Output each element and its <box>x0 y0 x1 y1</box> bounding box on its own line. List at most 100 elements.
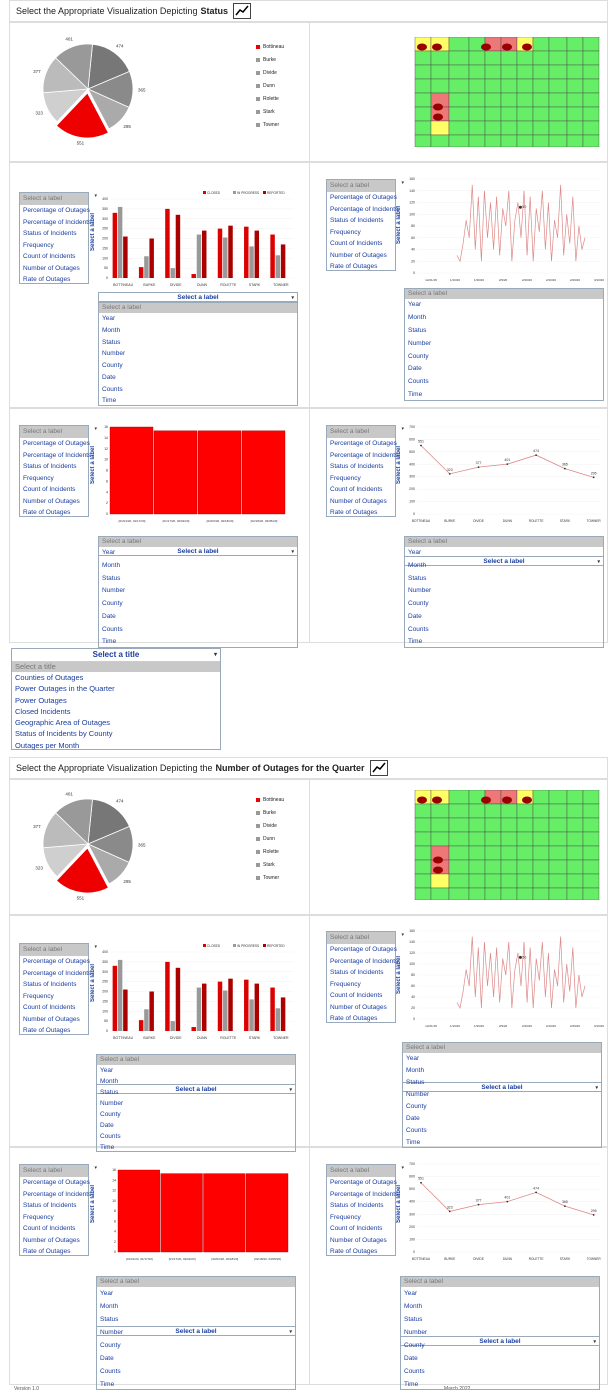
bar[interactable] <box>217 981 223 1031</box>
histogram-chart[interactable]: 16 14 12 10 8 6 4 2 0 [01/01/20, 01/17/20] [01/17/… <box>108 1166 293 1264</box>
bar[interactable] <box>275 255 281 278</box>
county-region[interactable] <box>566 831 584 847</box>
county-region[interactable] <box>566 78 584 94</box>
outage-marker[interactable] <box>432 43 442 51</box>
label-list-placeholder[interactable]: Select a label <box>327 932 395 944</box>
axis-list-item[interactable]: Status <box>404 1316 423 1323</box>
county-region[interactable] <box>448 50 470 66</box>
bar[interactable] <box>191 1027 196 1031</box>
axis-list-item[interactable]: Year <box>100 1067 114 1074</box>
label-selector[interactable]: Select a label ▾ Percentage of Outages Perc… <box>19 1164 97 1256</box>
axis-list-item[interactable]: Date <box>100 1122 114 1129</box>
bar[interactable] <box>149 238 154 279</box>
label-list-item[interactable]: Status of Incidents <box>330 217 384 224</box>
county-region[interactable] <box>448 120 470 136</box>
axis-list-item[interactable]: Month <box>406 1067 425 1074</box>
county-region[interactable] <box>516 859 534 875</box>
county-region[interactable] <box>468 803 486 819</box>
axis-list-item[interactable]: Month <box>404 1303 423 1310</box>
bar[interactable] <box>196 234 202 278</box>
county-region[interactable] <box>548 92 568 108</box>
county-region[interactable] <box>414 106 432 122</box>
x-axis-selector[interactable]: Select a label Year Month Status Number Count… <box>98 536 298 648</box>
pie-slice[interactable] <box>87 798 130 845</box>
label-list-item[interactable]: Percentage of Outages <box>330 440 397 447</box>
county-region[interactable] <box>430 803 450 819</box>
bar[interactable] <box>249 246 254 278</box>
data-point[interactable] <box>518 205 522 209</box>
axis-list-item[interactable]: Month <box>408 313 427 321</box>
label-selector[interactable]: Select a label ▾ Percentage of Outages Perc… <box>326 425 404 517</box>
bar[interactable] <box>228 978 233 1031</box>
county-region[interactable] <box>468 78 486 94</box>
county-region[interactable] <box>516 64 534 80</box>
label-list-item[interactable]: Frequency <box>330 474 361 482</box>
axis-list-placeholder[interactable]: Select a label <box>99 537 297 547</box>
label-list-item[interactable]: Percentage of Incidents <box>23 451 92 459</box>
axis-list-item[interactable]: Number <box>404 1329 428 1336</box>
axis-list-item[interactable]: Status <box>100 1316 119 1323</box>
label-list-item[interactable]: Count of Incidents <box>330 992 383 999</box>
county-region[interactable] <box>548 134 568 148</box>
bar[interactable] <box>165 208 170 278</box>
county-region[interactable] <box>448 859 470 875</box>
bar[interactable] <box>223 237 228 278</box>
axis-list-item[interactable]: Number <box>100 1100 124 1107</box>
grouped-bar-chart[interactable]: 400 350 300 250 200 150 100 50 0 BOTTINEAU BURKE DI… <box>98 187 298 292</box>
label-list-item[interactable]: Rate of Outages <box>23 276 71 283</box>
label-list-item[interactable]: Count of Incidents <box>23 253 76 260</box>
county-region[interactable] <box>532 789 550 805</box>
county-region[interactable] <box>516 831 534 847</box>
axis-list-item[interactable]: Counts <box>406 1127 427 1134</box>
county-region[interactable] <box>484 106 502 122</box>
axis-list-item[interactable]: Time <box>404 1381 419 1388</box>
axis-list-item[interactable]: Date <box>406 1115 420 1122</box>
county-region[interactable] <box>516 50 534 66</box>
bar[interactable] <box>138 1020 144 1031</box>
bar[interactable] <box>244 226 249 278</box>
county-region[interactable] <box>532 92 550 108</box>
county-region[interactable] <box>414 887 432 901</box>
county-region[interactable] <box>484 50 502 66</box>
label-list-item[interactable]: Rate of Outages <box>330 1248 378 1255</box>
label-list-item[interactable]: Status of Incidents <box>330 1202 384 1209</box>
axis-list-placeholder[interactable]: Select a label <box>405 289 603 299</box>
x-axis-selector[interactable]: Select a label Year Month Status Number Count… <box>404 288 604 401</box>
county-region[interactable] <box>516 92 534 108</box>
bar[interactable] <box>228 225 233 278</box>
county-region[interactable] <box>430 64 450 80</box>
axis-list-item[interactable]: Number <box>406 1091 430 1098</box>
county-region[interactable] <box>582 817 600 833</box>
county-region[interactable] <box>414 831 432 847</box>
county-region[interactable] <box>532 106 550 122</box>
axis-list-item[interactable]: Number <box>102 350 126 358</box>
county-region[interactable] <box>448 36 470 52</box>
data-point[interactable] <box>535 454 538 456</box>
bar[interactable] <box>170 1021 175 1031</box>
label-list-item[interactable]: Frequency <box>330 228 361 236</box>
county-region[interactable] <box>500 120 518 136</box>
label-list-item[interactable]: Frequency <box>330 980 361 988</box>
label-list-item[interactable]: Frequency <box>23 474 54 482</box>
county-region[interactable] <box>414 134 432 148</box>
axis-list-item[interactable]: Month <box>100 1078 119 1085</box>
chevron-down-icon[interactable]: ▾ <box>291 549 294 555</box>
data-point[interactable] <box>592 476 595 479</box>
county-region[interactable] <box>468 50 486 66</box>
pie-chart-panel[interactable]: 474 365 295 551 323 377 401 Bottineau Burke Divi… <box>10 23 310 161</box>
title-list-item[interactable]: Power Outages <box>15 695 67 705</box>
county-region[interactable] <box>430 817 450 833</box>
outage-marker[interactable] <box>433 856 443 864</box>
label-selector[interactable]: Select a label ▾ Percentage of Outages Perc… <box>326 931 404 1023</box>
county-region[interactable] <box>548 36 568 52</box>
county-region[interactable] <box>414 817 432 833</box>
histogram-chart[interactable]: 16 14 12 10 8 6 4 2 0 [01/01/20, 01/17/20] [01/17/… <box>100 423 290 526</box>
label-list-item[interactable]: Rate of Outages <box>330 263 378 270</box>
county-region[interactable] <box>548 64 568 80</box>
bar[interactable] <box>144 1009 149 1031</box>
bar[interactable] <box>202 230 207 278</box>
outage-marker[interactable] <box>433 866 443 874</box>
outage-marker[interactable] <box>417 796 427 804</box>
axis-list-item[interactable]: Time <box>408 638 423 646</box>
outage-marker[interactable] <box>522 796 532 804</box>
